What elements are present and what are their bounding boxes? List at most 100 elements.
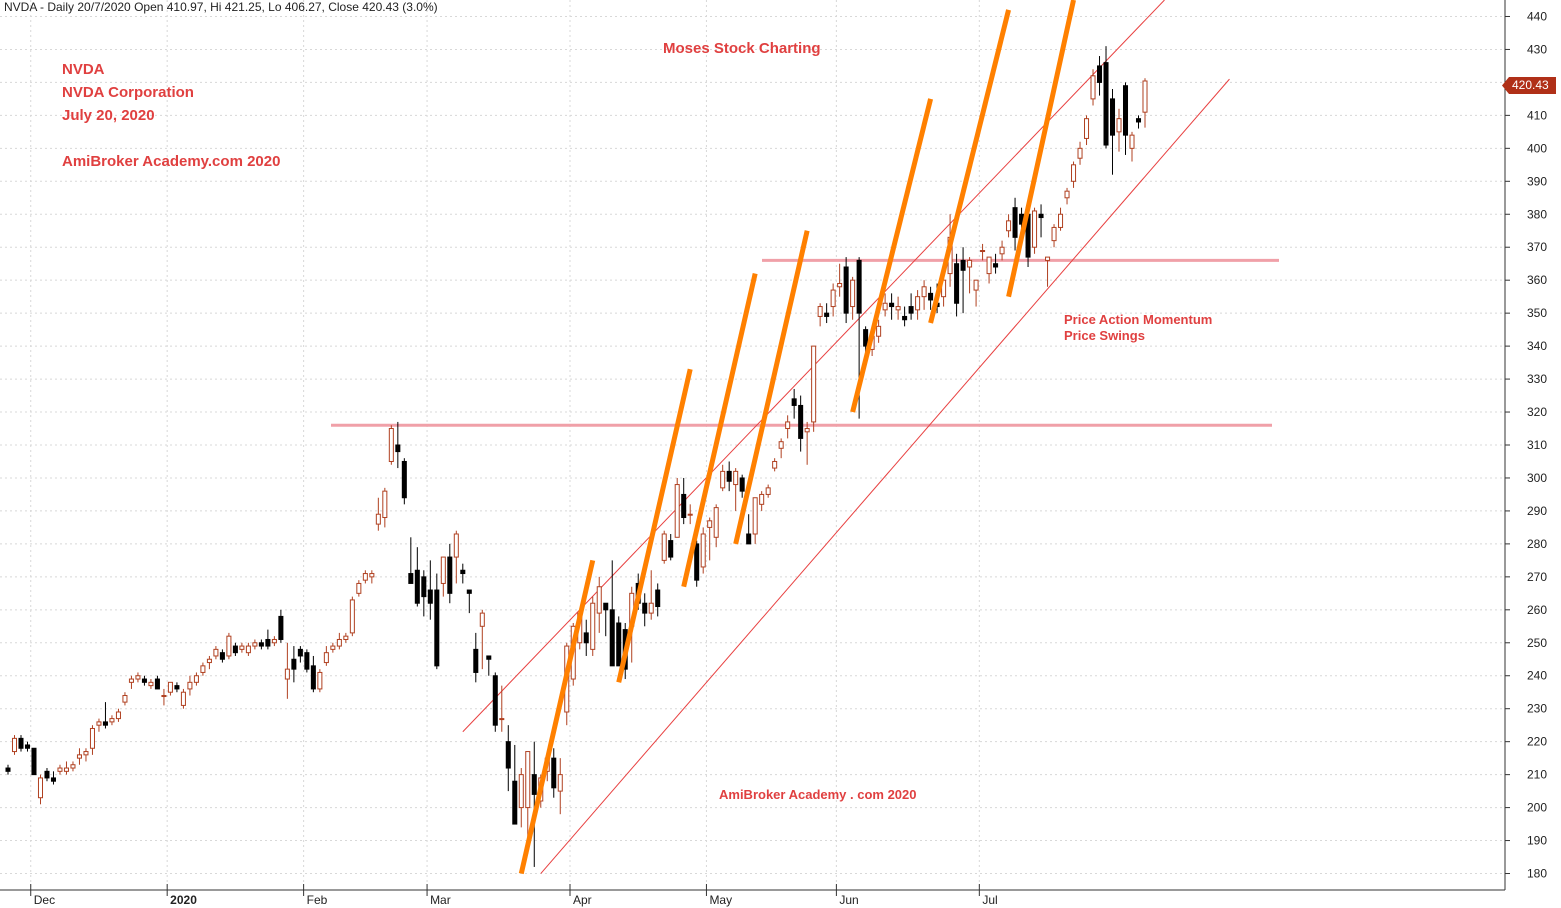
- candle-body: [141, 678, 147, 683]
- candle-body: [187, 681, 193, 690]
- chart-title: Moses Stock Charting: [663, 40, 821, 57]
- candle-body: [993, 263, 999, 268]
- candle-body: [713, 507, 719, 538]
- candle-body: [499, 718, 505, 721]
- candle-body: [1090, 75, 1096, 100]
- candle-body: [843, 266, 849, 314]
- candle-body: [1097, 65, 1103, 83]
- candle-body: [1012, 207, 1018, 238]
- candle-body: [213, 648, 219, 657]
- y-tick-label: 370: [1527, 240, 1547, 254]
- y-tick-label: 210: [1527, 768, 1547, 782]
- swing-line: [616, 368, 693, 683]
- y-tick-label: 280: [1527, 537, 1547, 551]
- swing-line: [928, 9, 1011, 324]
- candle-body: [928, 292, 934, 301]
- candle-body: [967, 259, 973, 268]
- candle-body: [219, 652, 225, 660]
- candle-body: [590, 602, 596, 650]
- candle-body: [174, 685, 180, 690]
- candle-body: [109, 718, 115, 723]
- y-tick-label: 300: [1527, 471, 1547, 485]
- candle-body: [889, 302, 895, 308]
- y-tick-label: 430: [1527, 42, 1547, 56]
- x-axis: Dec 2020 Feb Mar Apr May Jun Jul: [0, 884, 1505, 907]
- candle-body: [421, 576, 427, 598]
- candle-body: [739, 477, 745, 492]
- y-tick-label: 250: [1527, 636, 1547, 650]
- candle-body: [180, 691, 186, 706]
- y-axis: 180 190 200 210 220 230 240 250 260 270 280 290 300 3…: [1504, 0, 1547, 890]
- price-tag-shape: [1502, 77, 1556, 94]
- y-tick-label: 270: [1527, 570, 1547, 584]
- candle-body: [752, 497, 758, 535]
- y-tick-label: 350: [1527, 306, 1547, 320]
- candle-body: [167, 681, 173, 693]
- candle-body: [1122, 85, 1129, 136]
- candle-body: [1135, 118, 1142, 123]
- candle-body: [668, 540, 674, 558]
- candle-body: [206, 658, 212, 664]
- candle-body: [999, 246, 1005, 255]
- candle-body: [1077, 147, 1083, 159]
- x-tick-label: Feb: [307, 893, 328, 907]
- candle-body: [271, 638, 277, 644]
- candle-body: [336, 638, 342, 647]
- candle-body: [453, 533, 459, 558]
- candle-body: [96, 721, 102, 726]
- candle-body: [239, 645, 245, 650]
- candle-body: [284, 668, 290, 680]
- candle-body: [681, 493, 687, 519]
- channel-line-lower: [540, 78, 1230, 874]
- x-tick-label: Mar: [430, 893, 451, 907]
- candle-body: [232, 645, 238, 654]
- candle-body: [427, 589, 433, 604]
- swing-lines: [518, 0, 1076, 875]
- candle-body: [642, 602, 648, 614]
- momentum-label: Price Action Momentum: [1064, 312, 1213, 327]
- candle-body: [200, 665, 206, 673]
- candle-body: [661, 533, 667, 561]
- candle-body: [375, 513, 381, 525]
- candle-body: [694, 543, 700, 581]
- candle-body: [759, 493, 765, 505]
- candle-body: [492, 675, 498, 726]
- candle-body: [57, 767, 63, 772]
- y-tick-label: 390: [1527, 174, 1547, 188]
- candle-body: [1110, 98, 1116, 136]
- candle-body: [135, 675, 141, 680]
- candle-body: [876, 325, 882, 337]
- candle-body: [343, 635, 349, 640]
- candle-body: [798, 404, 804, 439]
- candle-body: [252, 642, 258, 647]
- candle-body: [850, 279, 856, 308]
- candle-body: [882, 302, 888, 311]
- candle-body: [466, 589, 472, 594]
- candle-body: [954, 263, 960, 304]
- x-tick-label: Dec: [34, 893, 55, 907]
- candle-body: [18, 737, 24, 749]
- x-tick-label: May: [709, 893, 732, 907]
- candle-body: [395, 444, 401, 453]
- candle-body: [505, 741, 511, 769]
- candle-body: [1058, 213, 1064, 228]
- y-tick-label: 200: [1527, 801, 1547, 815]
- candle-body: [37, 777, 43, 799]
- x-tick-label: 2020: [170, 893, 197, 907]
- candle-body: [50, 777, 56, 782]
- candle-body: [1032, 210, 1038, 248]
- candle-body: [707, 520, 713, 528]
- candle-body: [837, 282, 843, 288]
- candle-body: [960, 259, 966, 271]
- candle-body: [980, 250, 986, 253]
- candle-body: [148, 681, 154, 687]
- candle-body: [1038, 213, 1044, 219]
- candle-body: [122, 695, 128, 703]
- candle-body: [700, 533, 706, 568]
- y-tick-label: 380: [1527, 207, 1547, 221]
- candle-body: [473, 648, 479, 673]
- candle-body: [778, 441, 784, 449]
- y-tick-label: 330: [1527, 372, 1547, 386]
- candle-body: [31, 747, 37, 776]
- candle-body: [1051, 226, 1057, 242]
